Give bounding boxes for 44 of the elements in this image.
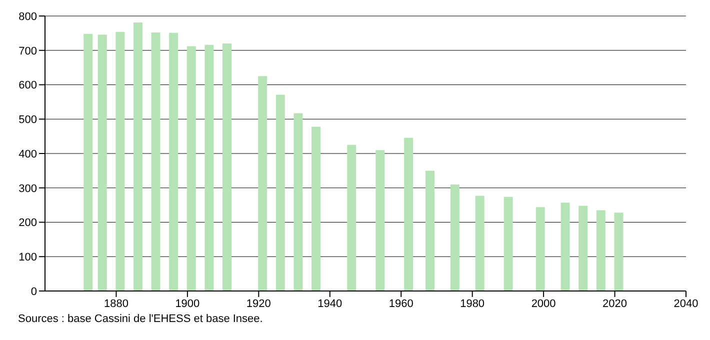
- y-tick-label: 700: [18, 45, 37, 58]
- bar: [84, 34, 93, 291]
- y-tick-label: 300: [18, 182, 37, 195]
- bar: [504, 196, 513, 291]
- x-tick-label: 2040: [674, 298, 698, 310]
- bar: [312, 126, 321, 291]
- bar: [560, 202, 570, 291]
- y-tick-label: 0: [30, 286, 37, 298]
- x-tick-label: 1880: [104, 298, 128, 310]
- bar: [614, 212, 624, 291]
- source-note: Sources : base Cassini de l'EHESS et base Insee.: [18, 313, 264, 325]
- bar: [276, 94, 285, 291]
- bar: [376, 150, 385, 291]
- y-tick-label: 400: [18, 148, 37, 160]
- bar: [151, 32, 160, 291]
- bar: [186, 46, 196, 291]
- x-tick-label: 1940: [318, 298, 342, 310]
- bar: [578, 206, 588, 291]
- x-tick-label: 2020: [602, 298, 628, 310]
- bar: [169, 32, 178, 291]
- x-tick-label: 1960: [388, 298, 414, 310]
- bar: [222, 44, 232, 291]
- y-tick-label: 800: [18, 10, 37, 23]
- bar: [133, 22, 142, 291]
- y-tick-label: 500: [18, 114, 37, 126]
- bar: [294, 113, 303, 291]
- y-tick-label: 200: [18, 217, 37, 230]
- bar: [347, 144, 356, 291]
- x-tick-label: 1900: [175, 298, 200, 310]
- bar: [425, 170, 434, 291]
- bar: [404, 138, 414, 291]
- bar: [116, 32, 125, 291]
- bar: [258, 76, 268, 291]
- bar: [596, 210, 606, 291]
- x-tick-label: 1920: [246, 298, 271, 310]
- bar: [98, 34, 107, 291]
- y-tick-label: 100: [18, 252, 37, 264]
- y-tick-label: 600: [18, 80, 37, 92]
- x-tick-label: 2000: [531, 298, 556, 310]
- bar: [475, 196, 484, 291]
- bar: [450, 184, 460, 291]
- bar: [204, 44, 214, 291]
- x-tick-label: 1980: [460, 298, 485, 310]
- bar: [536, 207, 545, 291]
